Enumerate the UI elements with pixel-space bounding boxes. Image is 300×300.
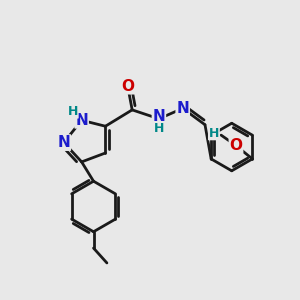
Text: O: O: [230, 138, 242, 153]
Text: H: H: [209, 127, 219, 140]
Text: H: H: [68, 105, 78, 118]
Text: N: N: [57, 135, 70, 150]
Text: N: N: [176, 101, 189, 116]
Text: O: O: [121, 79, 134, 94]
Text: H: H: [154, 122, 164, 135]
Text: N: N: [75, 113, 88, 128]
Text: N: N: [152, 109, 165, 124]
